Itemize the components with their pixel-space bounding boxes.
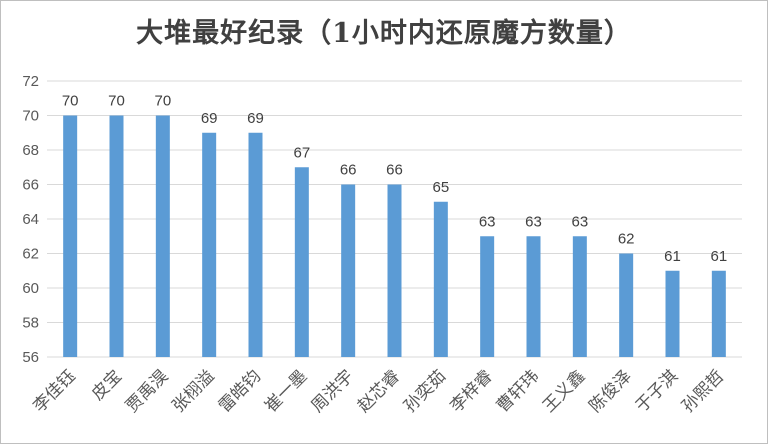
data-label: 62 (618, 231, 635, 248)
data-label: 69 (247, 110, 264, 127)
data-label: 61 (710, 248, 727, 265)
x-tick-label: 张栩溢 (168, 366, 218, 416)
bar (155, 115, 170, 357)
bar (619, 253, 634, 357)
bar (526, 236, 541, 357)
y-tick-label: 70 (22, 108, 39, 125)
y-tick-label: 64 (22, 211, 39, 228)
y-tick-label: 62 (22, 246, 39, 263)
data-label: 66 (386, 162, 403, 179)
bar (109, 115, 124, 357)
y-tick-label: 72 (22, 73, 39, 90)
x-tick-label: 赵芯睿 (354, 366, 404, 416)
bar (433, 201, 448, 357)
bar (341, 184, 356, 357)
bar (202, 132, 217, 357)
bar (63, 115, 78, 357)
x-tick-label: 孙熙哲 (678, 366, 728, 416)
data-label: 61 (664, 248, 681, 265)
x-tick-label: 周洪宇 (307, 366, 357, 416)
x-tick-label: 李佳钰 (29, 366, 79, 416)
x-tick-label: 李梓睿 (446, 366, 496, 416)
x-tick-label: 雷皓钧 (215, 366, 265, 416)
data-label: 70 (154, 93, 171, 110)
data-label: 67 (293, 144, 310, 161)
data-label: 63 (525, 213, 542, 230)
data-label: 70 (62, 93, 79, 110)
data-label: 70 (108, 93, 125, 110)
y-tick-label: 58 (22, 315, 39, 332)
x-tick-label: 贾禹淏 (122, 366, 172, 416)
x-tick-label: 陈俊泽 (585, 366, 635, 416)
x-tick-label: 曹轩玮 (493, 366, 543, 416)
bar (480, 236, 495, 357)
bar (572, 236, 587, 357)
data-label: 66 (340, 162, 357, 179)
y-tick-label: 56 (22, 349, 39, 366)
bar (665, 270, 680, 357)
y-tick-label: 60 (22, 280, 39, 297)
chart-title: 大堆最好纪录（1小时内还原魔方数量） (136, 18, 632, 49)
x-tick-label: 于子淇 (632, 366, 682, 416)
data-label: 63 (479, 213, 496, 230)
bar (294, 167, 309, 357)
x-tick-label: 皮宝 (88, 366, 126, 404)
bar (387, 184, 402, 357)
x-tick-label: 崔一墨 (261, 366, 311, 416)
y-tick-label: 68 (22, 142, 39, 159)
y-tick-label: 66 (22, 177, 39, 194)
data-label: 69 (201, 110, 218, 127)
x-tick-label: 王义鑫 (539, 366, 589, 416)
data-label: 65 (432, 179, 449, 196)
data-label: 63 (571, 213, 588, 230)
x-tick-label: 孙奕茹 (400, 366, 450, 416)
bar (248, 132, 263, 357)
bar (711, 270, 726, 357)
